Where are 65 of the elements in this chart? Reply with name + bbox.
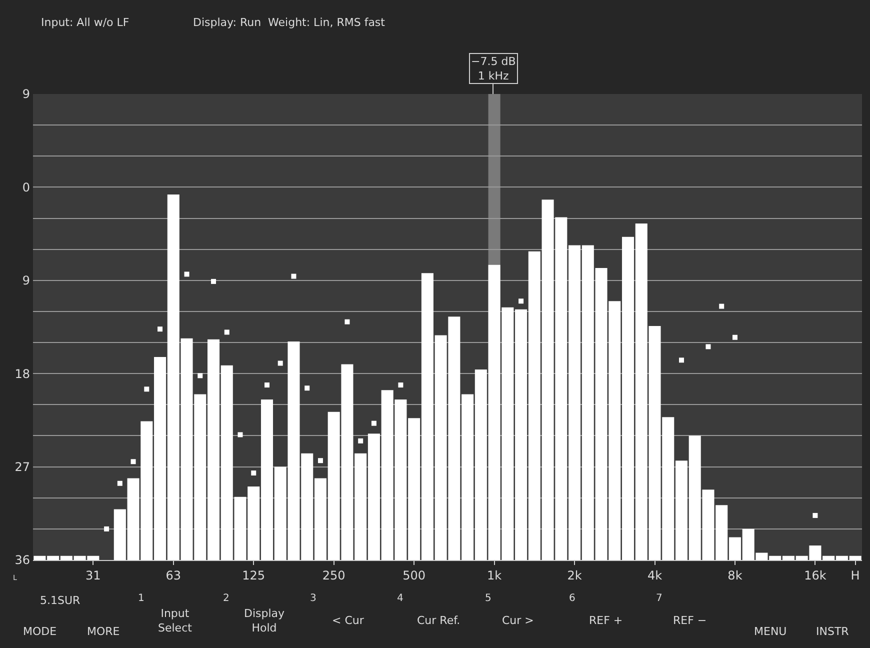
point [117,480,122,486]
text: 7 [656,593,662,604]
text: 3 [310,593,316,604]
text: 2 [223,593,230,604]
text: REF − [673,614,707,627]
text: Display: Run Weight: Lin, RMS fast [193,16,386,29]
text: 4 [397,593,404,604]
y-tick-label: 9 [22,274,30,288]
x-tick-label: 125 [242,568,266,582]
x-tick-label: H [850,568,860,582]
point [238,432,243,438]
y-tick-label: 9 [22,87,30,102]
point [291,274,296,279]
text: MODE [23,625,57,638]
point [398,382,404,388]
text: Input: All w/o LF [41,16,130,29]
x-tick-label: 16k [804,568,826,582]
point [678,358,684,363]
point [719,304,724,309]
x-tick-label: 8k [728,568,742,582]
point [211,278,216,284]
point [732,334,738,340]
point [278,360,283,366]
x-tick-label: 2k [567,568,582,582]
text: REF + [589,614,623,627]
point [706,344,711,350]
text: 5 [485,593,492,604]
text: Cur > [502,614,534,627]
point [104,526,110,532]
text: −7.5 dB 1 kHz [471,55,516,82]
text: MENU [754,625,787,638]
text: Input Select [158,607,193,634]
point [371,420,376,426]
x-tick-label: 63 [166,568,182,582]
point [224,330,230,335]
point [518,298,524,304]
point [144,386,150,392]
text: Cur Ref. [417,614,460,627]
y-tick-label: 0 [22,180,30,194]
point [812,512,818,518]
point [158,326,163,332]
text: INSTR [816,625,850,638]
x-tick-label: 31 [86,568,101,582]
x-tick-label: 250 [322,568,346,582]
text: MORE [87,625,120,638]
y-tick-label: 27 [14,460,30,474]
point [184,272,190,277]
x-tick-label: 1k [487,568,502,582]
x-tick-label: 500 [402,568,426,582]
y-tick-label: 36 [14,553,30,568]
text: 1 [138,593,144,604]
point [344,319,350,324]
point [251,470,256,476]
text: < Cur [332,614,364,627]
text: Display Hold [244,607,286,634]
text: 5.1SUR [40,594,81,607]
point [358,438,364,444]
text: 6 [569,593,576,604]
point [198,373,203,378]
point [130,459,136,464]
x-tick-label: 4k [647,568,662,582]
y-tick-label: 18 [14,366,30,381]
point [264,382,270,388]
point [304,386,310,391]
point [318,458,323,464]
